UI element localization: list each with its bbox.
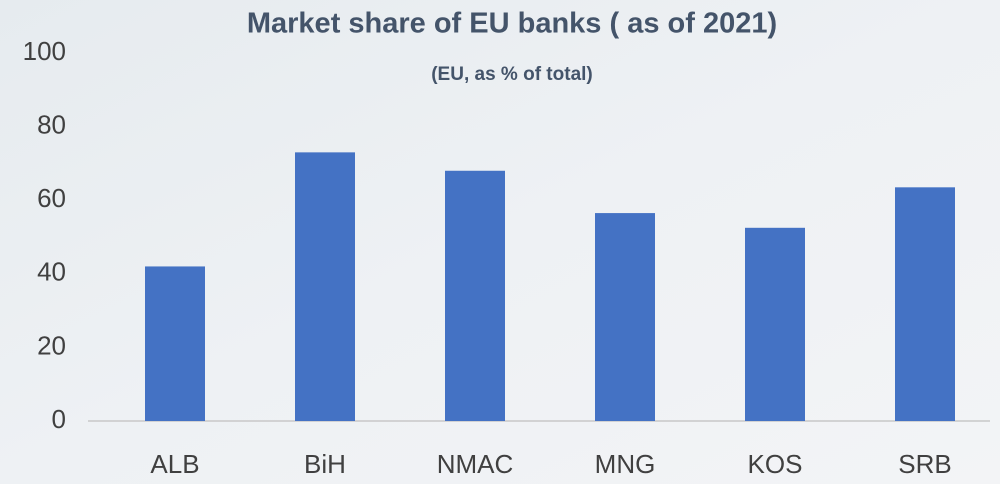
- bar: [295, 152, 355, 421]
- bar: [445, 171, 505, 421]
- x-tick-label: NMAC: [437, 449, 514, 479]
- y-tick-label: 40: [37, 257, 66, 287]
- x-tick-label: MNG: [595, 449, 656, 479]
- bar: [145, 266, 205, 421]
- bar: [595, 213, 655, 421]
- chart-subtitle: (EU, as % of total): [431, 64, 593, 85]
- y-tick-label: 0: [52, 404, 66, 434]
- x-tick-label: BiH: [304, 449, 346, 479]
- x-tick-label: SRB: [898, 449, 951, 479]
- y-tick-label: 60: [37, 183, 66, 213]
- y-tick-label: 20: [37, 330, 66, 360]
- bar: [745, 228, 805, 421]
- x-tick-label: ALB: [150, 449, 199, 479]
- page: Market share of EU banks ( as of 2021) (…: [0, 0, 1000, 484]
- y-tick-label: 80: [37, 109, 66, 139]
- y-tick-label: 100: [23, 36, 66, 66]
- chart: Market share of EU banks ( as of 2021) (…: [0, 0, 1000, 484]
- chart-title: Market share of EU banks ( as of 2021): [247, 8, 777, 40]
- x-tick-label: KOS: [748, 449, 803, 479]
- bar: [895, 187, 955, 421]
